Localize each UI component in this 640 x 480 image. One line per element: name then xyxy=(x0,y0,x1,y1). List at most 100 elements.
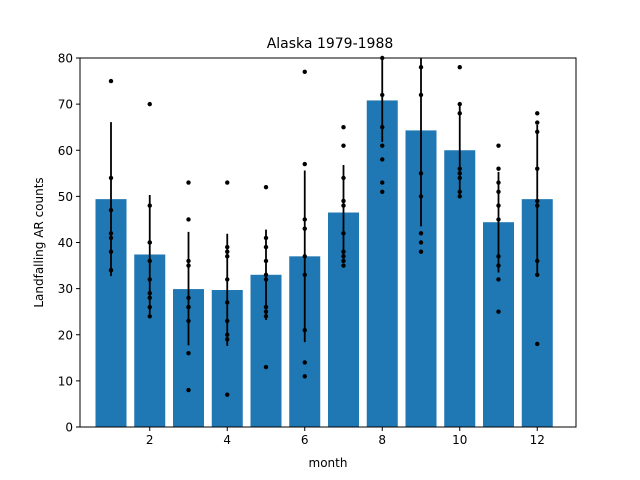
point-month-3-8 xyxy=(186,351,191,356)
point-month-4-7 xyxy=(225,332,230,337)
point-month-8-5 xyxy=(380,180,385,185)
point-month-10-7 xyxy=(457,194,462,199)
point-month-12-6 xyxy=(535,258,540,264)
bars-layer xyxy=(95,100,553,427)
point-month-11-5 xyxy=(496,217,501,222)
point-month-3-6 xyxy=(186,304,191,310)
point-month-7-8 xyxy=(341,258,346,264)
point-month-10-2 xyxy=(457,111,462,116)
y-tick-label-40: 40 xyxy=(58,236,73,250)
y-tick-label-50: 50 xyxy=(58,190,73,204)
y-tick-label-20: 20 xyxy=(58,328,73,342)
point-month-11-7 xyxy=(496,263,501,268)
point-month-11-3 xyxy=(496,189,501,194)
point-month-1-4 xyxy=(108,235,114,241)
point-month-2-0 xyxy=(147,101,152,107)
x-tick-label-10: 10 xyxy=(452,433,467,447)
point-month-11-6 xyxy=(496,254,501,259)
point-month-12-1 xyxy=(535,120,540,125)
point-month-3-4 xyxy=(186,295,191,301)
point-month-11-2 xyxy=(496,180,501,185)
point-month-9-6 xyxy=(418,249,424,254)
point-month-5-2 xyxy=(263,244,269,250)
chart-title: Alaska 1979-1988 xyxy=(267,36,394,52)
points-layer xyxy=(108,55,540,397)
point-month-9-0 xyxy=(418,65,424,70)
point-month-11-0 xyxy=(496,143,501,148)
point-month-2-3 xyxy=(147,240,152,245)
point-month-7-6 xyxy=(341,249,346,254)
point-month-9-4 xyxy=(418,231,424,236)
point-month-5-1 xyxy=(263,235,269,241)
point-month-4-4 xyxy=(225,277,230,282)
point-month-8-6 xyxy=(380,189,385,194)
point-month-12-4 xyxy=(535,198,540,204)
point-month-4-5 xyxy=(225,300,230,305)
point-month-7-2 xyxy=(341,175,346,181)
point-month-6-7 xyxy=(302,360,307,365)
point-month-6-2 xyxy=(302,217,307,222)
point-month-5-9 xyxy=(263,364,269,370)
point-month-11-4 xyxy=(496,203,501,208)
point-month-7-7 xyxy=(341,254,346,259)
point-month-2-6 xyxy=(147,291,152,296)
point-month-4-2 xyxy=(225,249,230,254)
y-tick-label-0: 0 xyxy=(65,421,73,435)
point-month-4-9 xyxy=(225,392,230,397)
point-month-4-3 xyxy=(225,254,230,259)
point-month-5-4 xyxy=(263,272,269,277)
point-month-4-8 xyxy=(225,337,230,342)
point-month-1-7 xyxy=(108,267,114,273)
point-month-12-0 xyxy=(535,111,540,116)
point-month-2-9 xyxy=(147,314,152,319)
point-month-4-0 xyxy=(225,180,230,185)
x-tick-label-12: 12 xyxy=(530,433,545,447)
y-tick-label-30: 30 xyxy=(58,282,73,296)
point-month-1-2 xyxy=(108,208,114,213)
point-month-7-1 xyxy=(341,143,346,148)
point-month-3-9 xyxy=(186,387,191,393)
point-month-6-6 xyxy=(302,327,307,333)
x-tick-label-4: 4 xyxy=(223,433,231,447)
y-tick-label-70: 70 xyxy=(58,98,73,112)
point-month-6-5 xyxy=(302,272,307,277)
point-month-9-1 xyxy=(418,92,424,98)
point-month-6-0 xyxy=(302,69,307,75)
point-month-3-3 xyxy=(186,263,191,268)
point-month-2-1 xyxy=(147,203,152,208)
y-axis-label: Landfalling AR counts xyxy=(32,177,46,307)
x-tick-label-2: 2 xyxy=(146,433,154,447)
point-month-12-5 xyxy=(535,203,540,208)
point-month-2-5 xyxy=(147,277,152,282)
point-month-1-3 xyxy=(108,231,114,236)
point-month-3-7 xyxy=(186,318,191,324)
point-month-7-9 xyxy=(341,263,346,268)
point-month-4-6 xyxy=(225,318,230,324)
point-month-6-4 xyxy=(302,254,307,259)
point-month-12-7 xyxy=(535,272,540,277)
point-month-5-5 xyxy=(263,277,269,282)
point-month-3-1 xyxy=(186,217,191,222)
point-month-5-6 xyxy=(263,304,269,310)
point-month-11-1 xyxy=(496,166,501,171)
point-month-10-1 xyxy=(457,101,462,107)
point-month-9-3 xyxy=(418,194,424,199)
point-month-7-0 xyxy=(341,124,346,130)
point-month-1-0 xyxy=(108,78,114,84)
point-month-6-3 xyxy=(302,226,307,231)
point-month-12-3 xyxy=(535,166,540,171)
point-month-5-8 xyxy=(263,314,269,319)
point-month-12-8 xyxy=(535,341,540,347)
point-month-10-4 xyxy=(457,171,462,176)
point-month-8-1 xyxy=(380,92,385,98)
point-month-10-3 xyxy=(457,166,462,171)
point-month-11-9 xyxy=(496,309,501,314)
y-tick-label-10: 10 xyxy=(58,374,73,388)
point-month-9-5 xyxy=(418,240,424,245)
point-month-7-3 xyxy=(341,198,346,204)
point-month-6-1 xyxy=(302,161,307,167)
point-month-10-0 xyxy=(457,65,462,70)
point-month-8-4 xyxy=(380,157,385,162)
point-month-5-3 xyxy=(263,258,269,264)
point-month-7-5 xyxy=(341,231,346,236)
